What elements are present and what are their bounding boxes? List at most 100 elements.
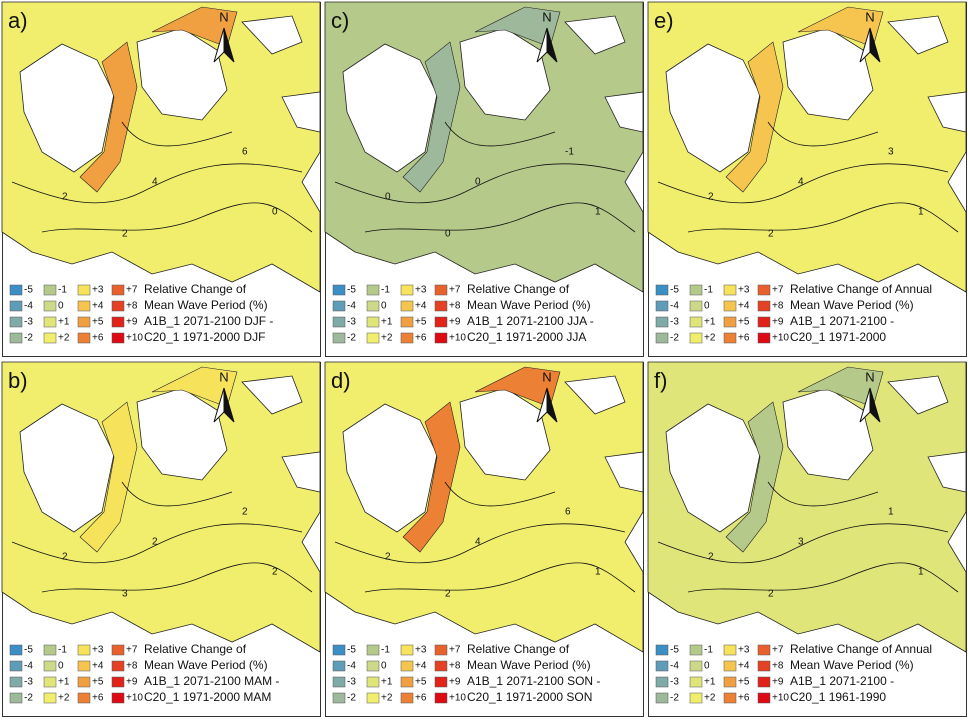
legend-swatch [366, 660, 380, 672]
legend-label: +4 [92, 661, 104, 672]
legend-label: +2 [704, 333, 716, 344]
contour-line [444, 481, 556, 507]
legend-swatch [9, 284, 23, 296]
legend-swatch [723, 644, 737, 656]
legend-swatch [332, 332, 346, 344]
contour-line [767, 481, 879, 507]
contour-label: 2 [62, 192, 68, 203]
legend-swatch [9, 676, 23, 688]
legend-label: -5 [670, 645, 679, 656]
legend-label: +1 [381, 317, 393, 328]
legend-title: A1B_1 2071-2100 JJA - [467, 314, 594, 328]
legend-swatch [400, 676, 414, 688]
legend-swatch [111, 332, 125, 344]
legend-title: A1B_1 2071-2100 SON - [467, 674, 600, 688]
legend-title: C20_1 1971-2000 SON [467, 690, 592, 704]
legend-swatch [757, 676, 771, 688]
north-label: N [865, 9, 874, 24]
legend-swatch [43, 692, 57, 704]
legend-swatch [332, 300, 346, 312]
contour-line [121, 121, 233, 147]
legend-swatch [111, 300, 125, 312]
legend-label: +9 [772, 317, 784, 328]
legend-swatch [723, 332, 737, 344]
legend-swatch [111, 284, 125, 296]
legend-swatch [757, 284, 771, 296]
north-arrow [546, 27, 558, 63]
legend-label: -2 [670, 333, 679, 344]
contour-line [364, 202, 636, 233]
panel: 2 3 1 2 1 f) N -5 -4 -3 -2 -1 0 +1 +2 +3 +4 +5 +6 +7 +8 +9 +10… [647, 361, 967, 717]
contour-label: 6 [565, 507, 571, 518]
legend-label: +9 [449, 317, 461, 328]
legend-label: +3 [415, 285, 427, 296]
legend-swatch [43, 332, 57, 344]
legend-swatch [77, 660, 91, 672]
legend-swatch [332, 284, 346, 296]
legend-swatch [655, 316, 669, 328]
legend-swatch [723, 300, 737, 312]
legend-title: Relative Change of Annual [790, 642, 932, 656]
legend-title: C20_1 1971-2000 MAM [144, 690, 271, 704]
legend-label: +3 [92, 645, 104, 656]
legend-swatch [332, 692, 346, 704]
legend-swatch [111, 692, 125, 704]
legend-swatch [9, 300, 23, 312]
legend-label: +6 [92, 693, 104, 704]
contour-line [657, 523, 949, 564]
legend-title: Relative Change of [144, 642, 247, 656]
legend-swatch [689, 300, 703, 312]
legend-label: +4 [92, 301, 104, 312]
contour-label: 6 [242, 147, 248, 158]
legend-swatch [332, 676, 346, 688]
legend-label: -5 [347, 645, 356, 656]
north-label: N [542, 9, 551, 24]
legend-swatch [434, 332, 448, 344]
panel-label: a) [8, 8, 28, 33]
contour-label: 2 [272, 567, 278, 578]
legend-label: 0 [704, 661, 710, 672]
panel-label: f) [654, 368, 667, 393]
legend-label: +2 [704, 693, 716, 704]
legend-label: -3 [670, 677, 679, 688]
legend-label: +5 [92, 677, 104, 688]
legend-swatch [77, 284, 91, 296]
legend-label: +10 [126, 693, 143, 704]
legend-swatch [655, 692, 669, 704]
contour-label: 3 [122, 589, 128, 600]
legend-label: +7 [772, 645, 784, 656]
legend-label: +5 [738, 317, 750, 328]
contour-line [11, 523, 303, 564]
contour-label: 0 [272, 207, 278, 218]
change-zone [402, 6, 561, 193]
legend-title: C20_1 1971-2000 JJA [467, 330, 586, 344]
legend-label: -2 [24, 333, 33, 344]
legend-swatch [332, 316, 346, 328]
legend-swatch [77, 676, 91, 688]
change-zone [402, 366, 561, 553]
legend-swatch [689, 332, 703, 344]
legend-swatch [434, 284, 448, 296]
legend-label: +1 [704, 317, 716, 328]
contour-label: 2 [768, 229, 774, 240]
contour-label: 1 [918, 207, 924, 218]
contour-line [41, 562, 313, 593]
legend-title: Mean Wave Period (%) [467, 298, 591, 312]
legend-label: +1 [58, 317, 70, 328]
legend-swatch [400, 660, 414, 672]
contour-line [334, 163, 626, 204]
legend-label: +9 [772, 677, 784, 688]
legend-swatch [434, 644, 448, 656]
legend-label: +1 [381, 677, 393, 688]
north-arrow [223, 27, 235, 63]
legend-swatch [77, 316, 91, 328]
legend-label: +7 [126, 645, 138, 656]
contour-label: 2 [385, 552, 391, 563]
legend-label: -1 [381, 645, 390, 656]
legend-label: +4 [738, 301, 750, 312]
legend-label: +4 [415, 661, 427, 672]
legend-label: +8 [772, 661, 784, 672]
contour-line [41, 202, 313, 233]
legend-label: 0 [58, 661, 64, 672]
legend-label: +3 [738, 285, 750, 296]
